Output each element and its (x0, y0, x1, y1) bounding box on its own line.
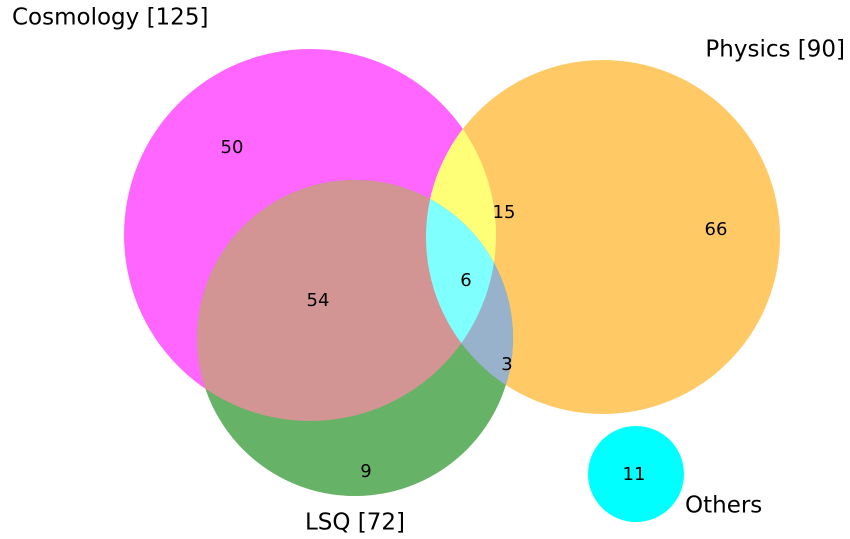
cosmology-lsq-region (197, 180, 496, 421)
region-count: 11 (623, 464, 646, 485)
region-count: 9 (360, 461, 371, 482)
physics-circle (426, 60, 780, 414)
set-label: Others (685, 493, 762, 519)
region-count: 3 (501, 354, 512, 375)
region-count: 6 (460, 270, 471, 291)
set-label: LSQ [72] (305, 510, 405, 536)
set-label: Physics [90] (705, 37, 845, 63)
region-count: 66 (705, 219, 728, 240)
region-count: 54 (307, 290, 330, 311)
region-count: 50 (221, 137, 244, 158)
others-circle (588, 426, 684, 522)
region-count: 15 (493, 202, 516, 223)
set-label: Cosmology [125] (12, 5, 208, 31)
